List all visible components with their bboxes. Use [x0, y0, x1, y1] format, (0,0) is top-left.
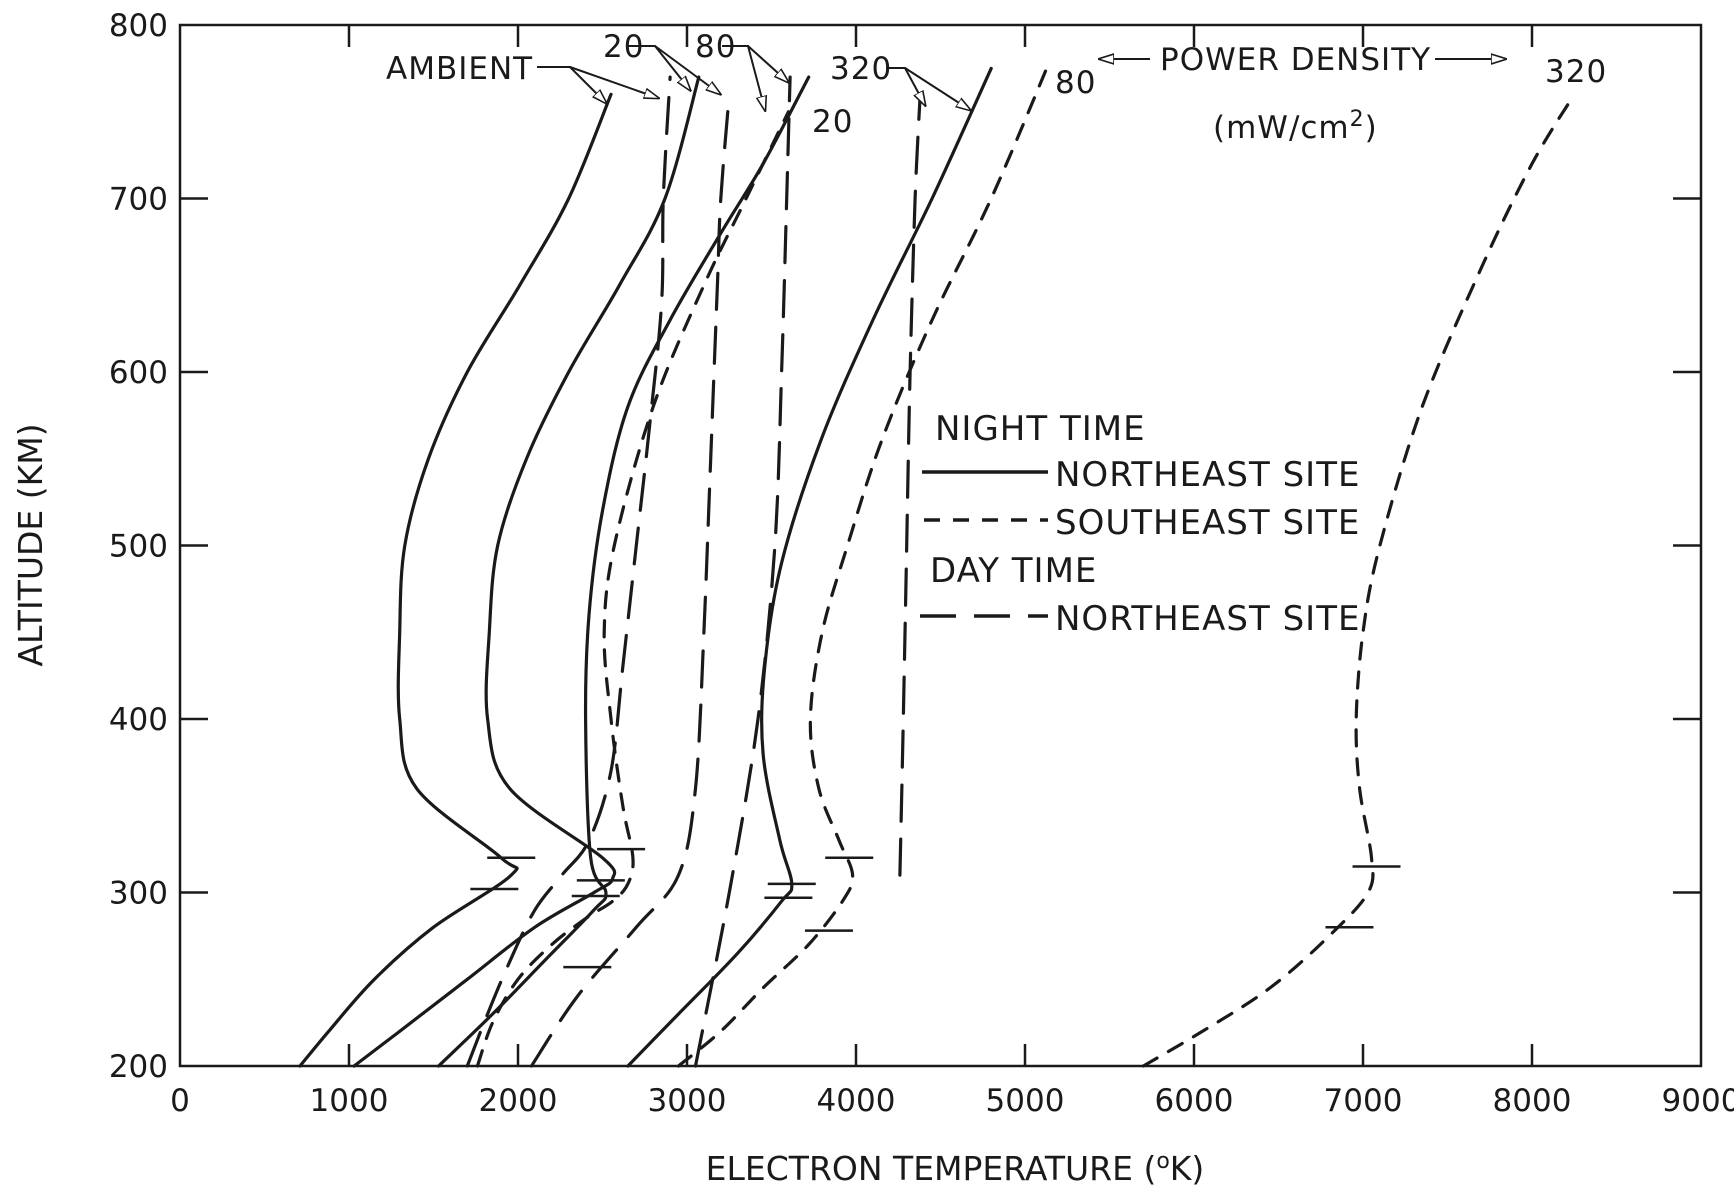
curve-annotations: AMBIENT 20 80 320 20 80 320 POWER DENSIT… — [386, 29, 1607, 147]
axis-tick-labels: 0 1000 2000 3000 4000 5000 6000 7000 8000 9000 200… — [109, 8, 1734, 1119]
y-tick-label: 600 — [109, 355, 168, 391]
arrow-20-b — [654, 45, 720, 94]
legend: NIGHT TIME NORTHEAST SITE SOUTHEAST SITE… — [920, 409, 1360, 639]
annotation-power-density: POWER DENSITY — [1160, 42, 1431, 78]
series-night-northeast-ambient — [298, 92, 613, 1068]
x-tick-label: 3000 — [648, 1083, 727, 1119]
annotation-320-top: 320 — [830, 51, 892, 87]
series-day-northeast-80 — [693, 75, 792, 1068]
y-tick-label: 300 — [109, 876, 168, 912]
series-night-northeast-320 — [626, 66, 993, 1068]
x-tick-label: 2000 — [479, 1083, 558, 1119]
y-tick-label: 800 — [109, 8, 168, 44]
annotation-ambient: AMBIENT — [386, 51, 533, 87]
legend-night-northeast: NORTHEAST SITE — [1055, 455, 1360, 495]
series-day-northeast-320 — [898, 92, 922, 877]
y-tick-label: 500 — [109, 529, 168, 565]
y-tick-label: 400 — [109, 702, 168, 738]
x-tick-label: 5000 — [986, 1083, 1065, 1119]
y-axis-title: ALTITUDE (KM) — [11, 423, 50, 666]
x-tick-label: 9000 — [1662, 1083, 1734, 1119]
annotation-80-right: 80 — [1055, 65, 1096, 101]
legend-night-heading: NIGHT TIME — [935, 409, 1146, 449]
x-tick-label: 6000 — [1155, 1083, 1234, 1119]
series-night-southeast-320 — [1141, 92, 1576, 1068]
legend-day-northeast: NORTHEAST SITE — [1055, 599, 1360, 639]
annotation-320-far: 320 — [1545, 54, 1607, 90]
axis-ticks — [180, 25, 1701, 1066]
x-tick-label: 7000 — [1324, 1083, 1403, 1119]
legend-night-southeast: SOUTHEAST SITE — [1055, 503, 1360, 543]
arrow-80-b — [747, 45, 788, 82]
series-night-southeast-80 — [676, 58, 1052, 1068]
series-day-northeast-ambient — [465, 75, 672, 1068]
annotation-units: (mW/cm2) — [1213, 107, 1378, 147]
series-night-southeast-20 — [475, 110, 790, 1068]
y-tick-label: 700 — [109, 182, 168, 218]
series-layer — [298, 58, 1576, 1068]
x-tick-label: 0 — [170, 1083, 190, 1119]
x-axis-title: ELECTRON TEMPERATURE (oK) — [706, 1149, 1205, 1189]
annotation-20-right: 20 — [812, 104, 853, 140]
x-tick-label: 4000 — [817, 1083, 896, 1119]
series-night-northeast-20 — [352, 75, 701, 1068]
series-day-northeast-20 — [529, 92, 731, 1068]
legend-day-heading: DAY TIME — [930, 551, 1097, 591]
x-tick-label: 1000 — [310, 1083, 389, 1119]
x-tick-label: 8000 — [1493, 1083, 1572, 1119]
arrow-ambient-day — [569, 66, 658, 98]
series-night-northeast-80 — [437, 75, 811, 1068]
y-tick-label: 200 — [109, 1049, 168, 1085]
arrow-ambient-night — [537, 66, 606, 103]
threshold-markers — [470, 847, 1401, 969]
arrow-320-b — [904, 67, 970, 110]
